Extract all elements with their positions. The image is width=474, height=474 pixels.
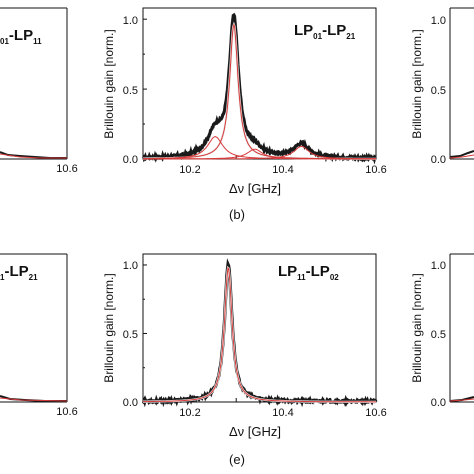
panel-b-y-tick: 1.0 [123, 15, 138, 27]
fit-component-line [143, 145, 376, 160]
panel-c-y-tick: 0.5 [431, 85, 446, 97]
panel-f: 0.0 0.5 1.0 Brillouin gain [norm.] [410, 253, 474, 409]
panel-c-fit [449, 154, 474, 159]
panel-d-x-tick: 10.6 [56, 406, 77, 418]
panel-b-x-tick: 10.4 [272, 164, 293, 176]
panel-b-x-tick: 10.2 [179, 164, 200, 176]
panel-e-y-tick: 1.0 [123, 260, 138, 272]
panel-d: 10.6 1-LP21 [0, 253, 78, 418]
panel-f-y-tick: 0.0 [431, 397, 446, 409]
panel-b-label: (b) [229, 207, 245, 222]
measured-spectrum-line [141, 258, 378, 408]
panel-f-y-tick: 1.0 [431, 260, 446, 272]
panel-c-trace [449, 150, 474, 158]
panel-b-y-tick: 0.5 [123, 85, 138, 97]
panel-b-x-tick: 10.6 [365, 164, 386, 176]
panel-b-lines [142, 12, 377, 165]
panel-c-y-tick: 1.0 [431, 15, 446, 27]
panel-d-fit [0, 397, 68, 402]
panel-a-title: 01-LP11 [0, 27, 42, 46]
panel-a-fit [0, 153, 67, 159]
panel-e-label: (e) [229, 452, 245, 467]
panel-e-x-tick: 10.6 [365, 407, 386, 419]
panel-c-y-tick: 0.0 [431, 154, 446, 166]
panel-e-title: LP11-LP02 [278, 263, 339, 282]
panel-e-ticks [142, 264, 377, 403]
panel-e-x-tick: 10.2 [179, 407, 200, 419]
panel-e-y-tick: 0.0 [123, 397, 138, 409]
panel-b-x-label: Δν [GHz] [229, 181, 281, 196]
panel-f-fit [449, 398, 474, 402]
panel-b-y-tick: 0.0 [123, 154, 138, 166]
panel-e-x-label: Δν [GHz] [229, 424, 281, 439]
panel-e-y-tick: 0.5 [123, 329, 138, 341]
panel-e-y-label: Brillouin gain [norm.] [102, 273, 116, 382]
panel-a-x-tick: 10.6 [56, 163, 77, 175]
panel-d-title: 1-LP21 [0, 263, 38, 282]
panel-b-title: LP01-LP21 [294, 22, 356, 41]
measured-spectrum-line [142, 12, 377, 165]
fit-total-line [143, 265, 376, 403]
panel-c: 0.0 0.5 1.0 Brillouin gain [norm.] [410, 7, 474, 166]
panel-b-y-label: Brillouin gain [norm.] [102, 29, 116, 138]
fit-total-line [143, 21, 376, 160]
fit-peak-line [143, 23, 376, 160]
panel-e-frame [142, 253, 377, 403]
panel-a-trace [0, 151, 67, 159]
panel-b-frame [142, 7, 377, 160]
panel-e-x-tick: 10.4 [272, 407, 293, 419]
fit-peak-line [143, 267, 376, 403]
panel-c-y-label: Brillouin gain [norm.] [410, 29, 424, 138]
panel-b-ticks [142, 18, 377, 160]
panel-a: 10.6 01-LP11 [0, 7, 78, 175]
panel-e-lines [141, 258, 378, 408]
panel-f-y-tick: 0.5 [431, 329, 446, 341]
panel-f-y-label: Brillouin gain [norm.] [410, 273, 424, 382]
panel-e: 10.2 10.4 10.6 0.0 0.5 1.0 Brillouin gai… [102, 253, 387, 467]
panel-b: 10.2 10.4 10.6 0.0 0.5 1.0 Brillouin gai… [102, 7, 387, 222]
